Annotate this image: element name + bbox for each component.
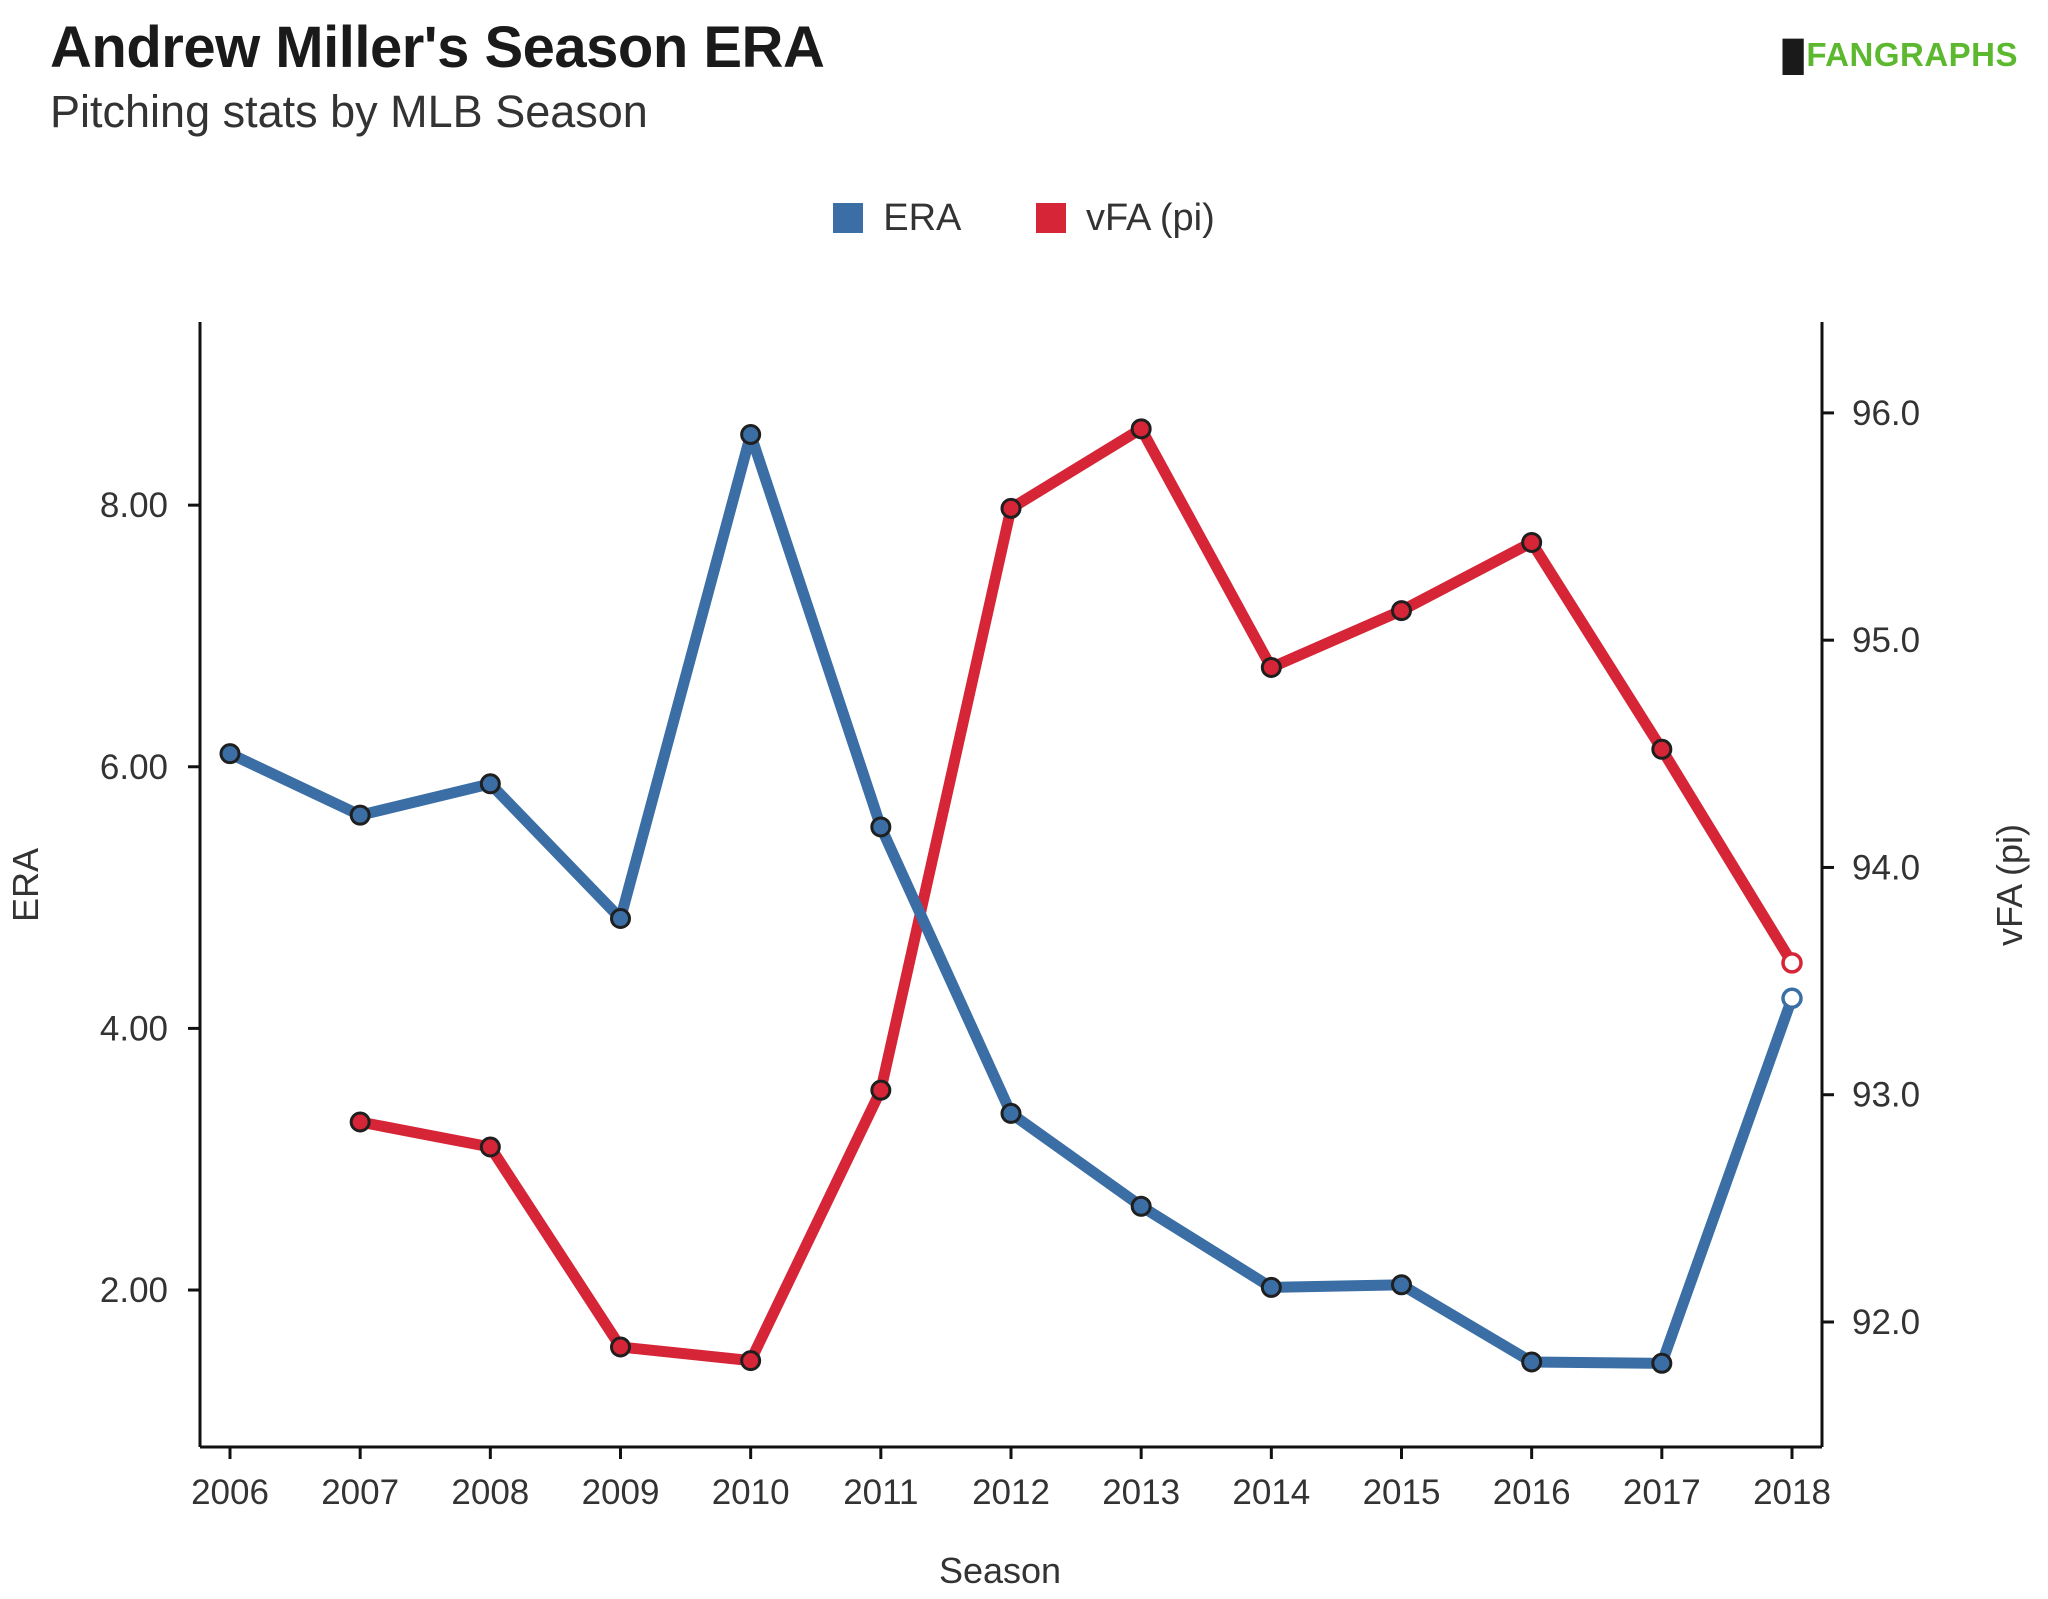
x-axis-label: Season: [939, 1550, 1061, 1591]
y-axis-left-label: ERA: [5, 848, 46, 922]
data-point-vfa[interactable]: [349, 1111, 371, 1133]
legend-label-vfa: vFA (pi): [1085, 197, 1215, 240]
data-point-era[interactable]: [1521, 1351, 1543, 1373]
data-point-era[interactable]: [1651, 1352, 1673, 1374]
data-point-era[interactable]: [349, 804, 371, 826]
data-point-era[interactable]: [610, 908, 631, 930]
batter-icon: █: [1782, 40, 1805, 73]
data-point-vfa[interactable]: [1391, 600, 1412, 622]
data-point-era[interactable]: [1391, 1274, 1412, 1296]
data-point-era[interactable]: [740, 424, 762, 445]
y-tick-label-left: 2.00: [100, 1271, 168, 1310]
legend-item-vfa[interactable]: vFA (pi): [1035, 197, 1215, 240]
data-point-vfa[interactable]: [1781, 952, 1803, 974]
x-tick-label: 2008: [451, 1473, 529, 1512]
y-tick-label-right: 93.0: [1852, 1076, 1920, 1115]
x-tick-label: 2007: [321, 1473, 399, 1512]
data-point-vfa[interactable]: [1260, 656, 1282, 678]
legend-swatch-vfa: [1035, 203, 1066, 234]
legend-label-era: ERA: [883, 197, 962, 240]
x-tick-label: 2012: [972, 1473, 1050, 1512]
legend: ERA vFA (pi): [0, 196, 2048, 240]
x-tick-label: 2011: [843, 1473, 918, 1512]
data-point-era[interactable]: [870, 816, 892, 838]
axes: 2006 2007 2008 2009 2010 2011 2012 2013 2014 2015…: [100, 322, 1920, 1512]
y-tick-label-left: 4.00: [100, 1009, 168, 1048]
series-points: [219, 418, 1803, 1374]
data-point-vfa[interactable]: [1130, 418, 1152, 440]
y-tick-label-right: 92.0: [1852, 1303, 1920, 1342]
data-point-vfa[interactable]: [870, 1079, 892, 1101]
x-tick-label: 2013: [1102, 1473, 1180, 1512]
data-point-era[interactable]: [219, 743, 241, 765]
logo-text: FANGRAPHS: [1806, 36, 2018, 73]
data-point-vfa[interactable]: [1000, 497, 1022, 519]
x-tick-label: 2018: [1753, 1473, 1831, 1512]
x-tick-label: 2017: [1623, 1473, 1701, 1512]
x-tick-label: 2016: [1493, 1473, 1571, 1512]
data-point-vfa[interactable]: [1651, 738, 1673, 760]
legend-swatch-era: [833, 203, 864, 234]
y-tick-label-left: 8.00: [100, 486, 168, 525]
data-point-era[interactable]: [1130, 1195, 1152, 1217]
y-tick-label-right: 94.0: [1852, 848, 1920, 887]
x-tick-label: 2009: [582, 1473, 660, 1512]
data-point-era[interactable]: [1781, 987, 1803, 1010]
data-point-era[interactable]: [479, 773, 501, 795]
y-tick-label-right: 95.0: [1852, 621, 1920, 660]
series-line-vfa: [354, 423, 1798, 1367]
data-point-vfa[interactable]: [610, 1336, 631, 1358]
x-tick-label: 2015: [1363, 1473, 1441, 1512]
data-point-era[interactable]: [1260, 1276, 1282, 1298]
y-axis-right-label: vFA (pi): [1989, 824, 2030, 946]
x-tick-label: 2010: [712, 1473, 790, 1512]
chart-title: Andrew Miller's Season ERA: [50, 15, 825, 80]
y-tick-label-right: 96.0: [1852, 394, 1920, 433]
data-point-vfa[interactable]: [479, 1136, 501, 1158]
x-tick-label: 2006: [191, 1473, 269, 1512]
series-lines: [224, 423, 1798, 1369]
x-tick-label: 2014: [1232, 1473, 1310, 1512]
legend-item-era[interactable]: ERA: [833, 197, 961, 240]
data-point-era[interactable]: [1000, 1102, 1022, 1124]
y-tick-label-left: 6.00: [100, 748, 168, 787]
data-point-vfa[interactable]: [1521, 531, 1543, 553]
fangraphs-logo[interactable]: █FANGRAPHS: [1783, 36, 2018, 74]
chart-subtitle: Pitching stats by MLB Season: [50, 86, 648, 137]
data-point-vfa[interactable]: [740, 1350, 762, 1372]
